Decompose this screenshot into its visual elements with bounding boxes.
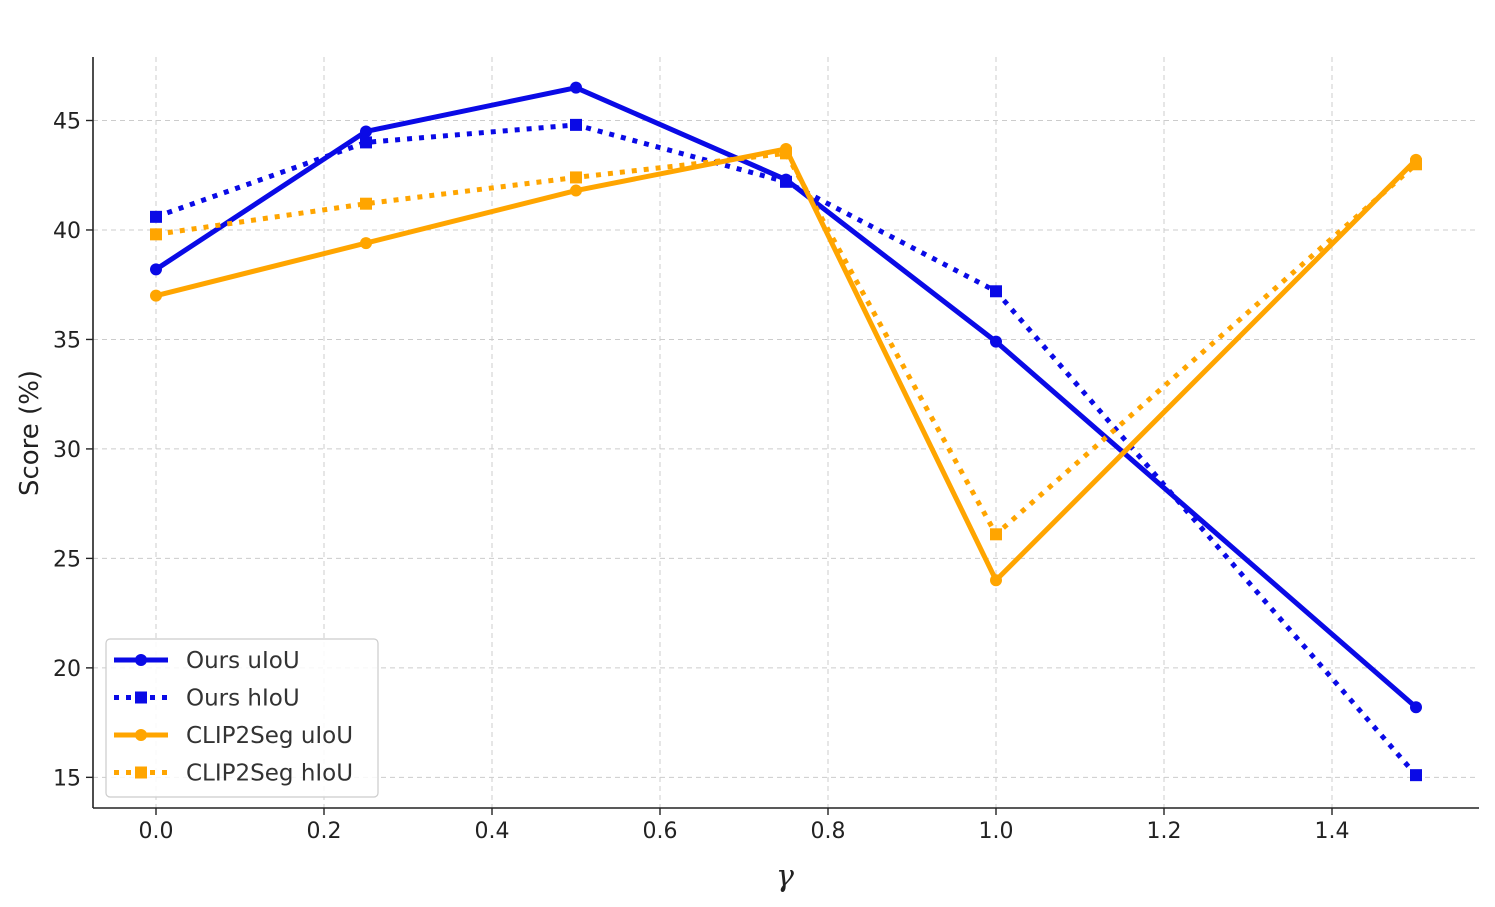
x-tick-label: 1.2 — [1147, 819, 1182, 844]
tick-labels: 0.0 0.2 0.4 0.6 0.8 1.0 1.2 1.4 15 20 25 30 35 40 45 — [53, 109, 1350, 844]
data-point — [570, 118, 582, 131]
x-tick-label: 0.6 — [643, 819, 678, 844]
x-tick-label: 1.0 — [979, 819, 1014, 844]
data-point — [990, 285, 1002, 298]
legend-label: Ours hIoU — [186, 686, 300, 712]
y-tick-label: 45 — [53, 109, 81, 134]
data-point — [780, 175, 792, 188]
series-line — [155, 150, 1418, 537]
legend-swatch-marker — [135, 654, 147, 666]
series-line — [154, 85, 1418, 710]
x-tick-label: 0.0 — [139, 819, 174, 844]
data-point — [1410, 158, 1422, 171]
data-point — [360, 136, 372, 149]
data-point — [570, 81, 582, 94]
axes — [86, 57, 1479, 815]
legend-item: Ours hIoU — [114, 686, 300, 712]
data-point — [1410, 701, 1422, 714]
y-tick-label: 15 — [53, 766, 81, 791]
data-point — [150, 210, 162, 223]
y-tick-label: 35 — [53, 328, 81, 353]
data-point — [570, 184, 582, 197]
series-line — [155, 122, 1418, 777]
legend-swatch-marker — [135, 766, 147, 779]
series-layer — [150, 81, 1422, 782]
x-tick-label: 1.4 — [1315, 819, 1350, 844]
legend-item: CLIP2Seg hIoU — [114, 761, 353, 787]
data-point — [360, 125, 372, 138]
series-clip2seg-uiou — [150, 142, 1422, 587]
x-tick-label: 0.4 — [475, 819, 510, 844]
data-point — [360, 237, 372, 250]
legend-swatch-marker — [135, 729, 147, 741]
y-tick-label: 20 — [53, 657, 81, 682]
y-axis-label: Score (%) — [15, 370, 45, 496]
data-point — [1410, 769, 1422, 782]
data-point — [150, 289, 162, 302]
y-tick-label: 25 — [53, 547, 81, 572]
series-ours-hiou — [150, 118, 1422, 782]
data-point — [360, 197, 372, 210]
legend-swatch-marker — [135, 691, 147, 704]
data-point — [570, 171, 582, 184]
data-point — [990, 574, 1002, 587]
legend-item: CLIP2Seg uIoU — [114, 723, 353, 749]
legend-label: Ours uIoU — [186, 648, 300, 674]
data-point — [150, 228, 162, 241]
y-tick-label: 30 — [53, 438, 81, 463]
data-point — [780, 147, 792, 160]
x-tick-label: 0.8 — [811, 819, 846, 844]
data-point — [990, 335, 1002, 348]
legend-item: Ours uIoU — [114, 648, 300, 674]
y-tick-label: 40 — [53, 219, 81, 244]
data-point — [150, 263, 162, 276]
series-line — [155, 146, 1418, 583]
x-tick-label: 0.2 — [307, 819, 342, 844]
legend-label: CLIP2Seg uIoU — [186, 723, 353, 749]
legend-box — [105, 638, 379, 798]
data-point — [990, 528, 1002, 541]
x-axis-label: γ — [776, 859, 794, 894]
legend-label: CLIP2Seg hIoU — [186, 761, 353, 787]
legend: Ours uIoU Ours hIoU CLIP2Seg uIoU CLIP2Seg … — [105, 638, 379, 798]
series-clip2seg-hiou — [150, 147, 1422, 541]
